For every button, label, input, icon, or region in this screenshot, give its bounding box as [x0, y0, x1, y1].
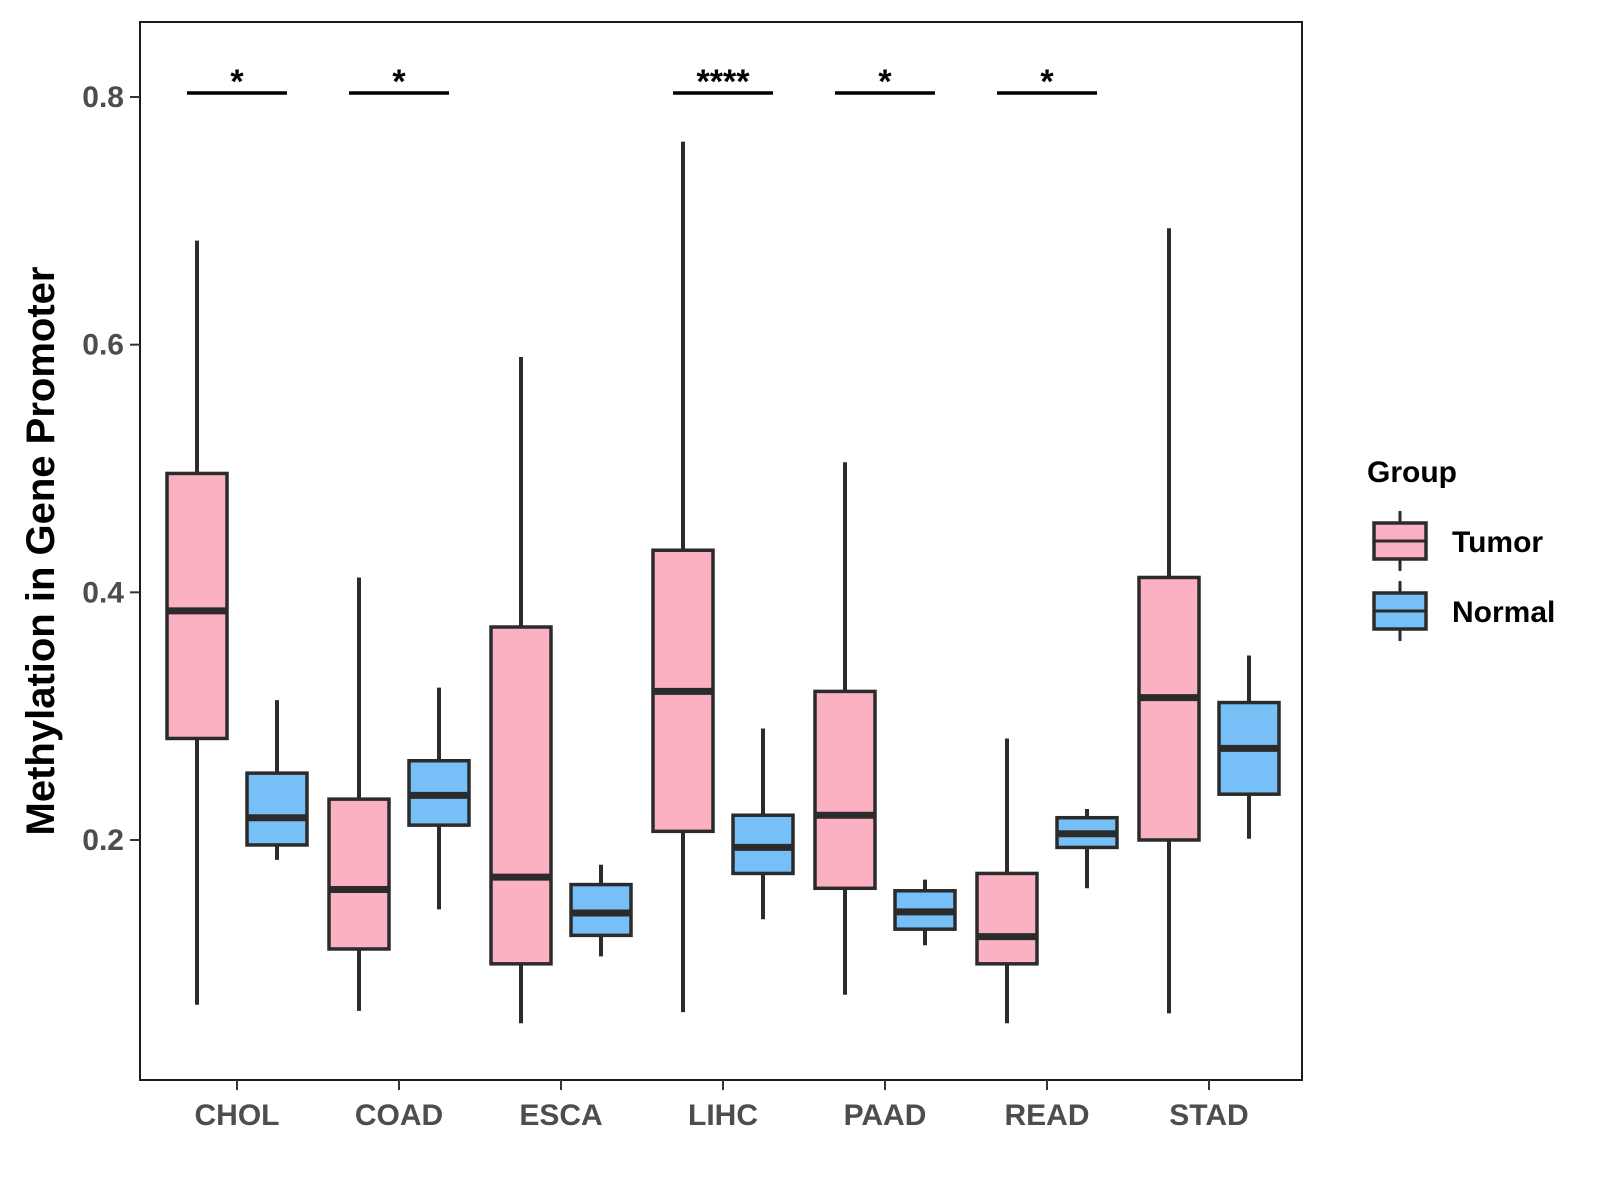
- box-tumor-chol: [165, 240, 229, 1005]
- x-tick-label: LIHC: [688, 1099, 758, 1132]
- box-normal-esca: [569, 864, 633, 957]
- significance-paad: *: [835, 63, 935, 101]
- significance-label: ****: [697, 63, 751, 101]
- box-rect: [1137, 575, 1201, 842]
- significance-label: *: [392, 63, 406, 101]
- box-normal-paad: [893, 879, 957, 946]
- legend-title: Group: [1367, 456, 1457, 489]
- box-rect: [489, 625, 553, 966]
- significance-label: *: [1040, 63, 1054, 101]
- significance-label: *: [230, 63, 244, 101]
- x-tick-label: COAD: [355, 1099, 443, 1132]
- x-tick-label: PAAD: [844, 1099, 927, 1132]
- legend-item-tumor: Tumor: [1372, 511, 1543, 571]
- plot-panel-border: [139, 21, 1303, 1081]
- box-rect: [165, 471, 229, 741]
- box-normal-lihc: [731, 728, 795, 920]
- box-rect: [813, 689, 877, 891]
- significance-lihc: ****: [673, 63, 773, 101]
- box-tumor-lihc: [651, 141, 715, 1013]
- y-axis-title: Methylation in Gene Promoter: [19, 267, 63, 836]
- box-rect: [327, 797, 391, 951]
- x-tick-label: STAD: [1169, 1099, 1248, 1132]
- box-normal-chol: [245, 700, 309, 860]
- y-tick-label: 0.8: [82, 81, 124, 114]
- y-tick-label: 0.4: [82, 576, 124, 609]
- box-normal-coad: [407, 687, 471, 910]
- x-tick-label: READ: [1004, 1099, 1089, 1132]
- significance-coad: *: [349, 63, 449, 101]
- box-tumor-read: [975, 738, 1039, 1024]
- box-rect: [245, 771, 309, 847]
- legend-label: Normal: [1452, 596, 1555, 629]
- significance-chol: *: [187, 63, 287, 101]
- legend-label: Tumor: [1452, 526, 1543, 559]
- box-tumor-coad: [327, 577, 391, 1011]
- significance-label: *: [878, 63, 892, 101]
- box-tumor-paad: [813, 462, 877, 995]
- y-tick-label: 0.2: [82, 824, 124, 857]
- box-normal-read: [1055, 809, 1119, 889]
- box-normal-stad: [1217, 655, 1281, 839]
- box-tumor-stad: [1137, 228, 1201, 1014]
- significance-read: *: [997, 63, 1097, 101]
- x-tick-label: CHOL: [195, 1099, 280, 1132]
- x-tick-label: ESCA: [519, 1099, 602, 1132]
- y-tick-label: 0.6: [82, 329, 124, 362]
- legend-item-normal: Normal: [1372, 581, 1555, 641]
- box-tumor-esca: [489, 357, 553, 1024]
- box-rect: [975, 871, 1039, 966]
